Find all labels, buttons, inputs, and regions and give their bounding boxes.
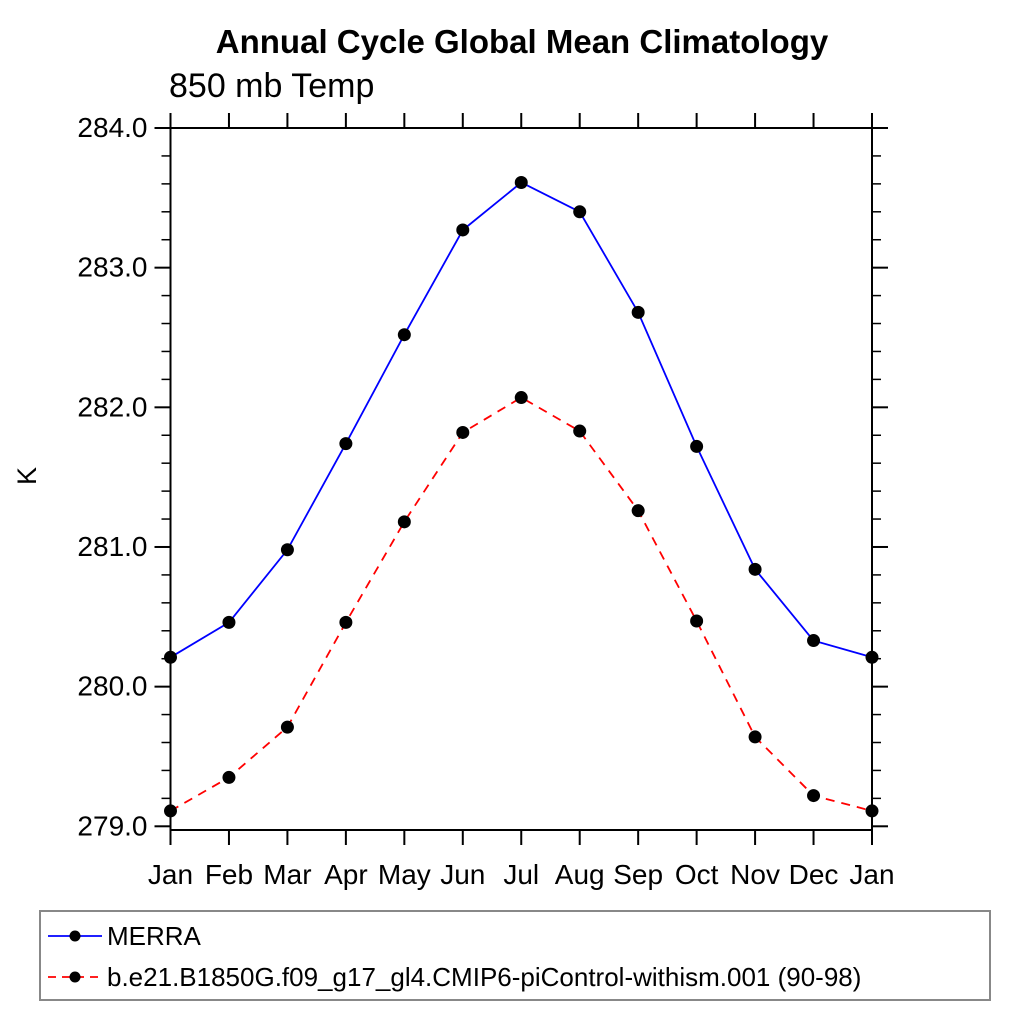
series-markers-0 bbox=[164, 175, 879, 664]
x-tick-label: Dec bbox=[789, 859, 839, 890]
chart-subtitle: 850 mb Temp bbox=[169, 67, 375, 105]
legend-entry-merra: MERRA bbox=[47, 921, 201, 951]
y-tick-label: 279.0 bbox=[77, 810, 147, 841]
data-point-marker bbox=[222, 615, 236, 629]
x-tick-label: Oct bbox=[675, 859, 719, 890]
data-point-marker bbox=[339, 615, 353, 629]
legend-label-model: b.e21.B1850G.f09_g17_gl4.CMIP6-piControl… bbox=[107, 961, 862, 992]
y-tick-label: 280.0 bbox=[77, 671, 147, 702]
data-point-marker bbox=[748, 562, 762, 576]
x-tick-label: Jan bbox=[148, 859, 193, 890]
legend-entry-model: b.e21.B1850G.f09_g17_gl4.CMIP6-piControl… bbox=[47, 962, 861, 992]
legend-line-sample-solid bbox=[48, 930, 102, 942]
data-point-marker bbox=[690, 614, 704, 628]
x-tick-label: Mar bbox=[263, 859, 311, 890]
data-point-marker bbox=[514, 391, 528, 405]
legend-label-merra: MERRA bbox=[107, 920, 201, 951]
plot-border bbox=[169, 127, 873, 831]
data-point-marker bbox=[690, 439, 704, 453]
data-point-marker bbox=[280, 720, 294, 734]
x-tick-label: Jun bbox=[440, 859, 485, 890]
data-point-marker bbox=[456, 223, 470, 237]
x-tick-label: Jan bbox=[849, 859, 894, 890]
data-point-marker bbox=[339, 437, 353, 451]
y-tick-label: 282.0 bbox=[77, 391, 147, 422]
legend-marker-icon bbox=[69, 971, 81, 983]
series-line-0 bbox=[170, 181, 873, 659]
x-tick-label: May bbox=[378, 859, 431, 890]
x-tick-label: Nov bbox=[730, 859, 780, 890]
data-point-marker bbox=[865, 650, 879, 664]
x-tick-label: Feb bbox=[205, 859, 253, 890]
legend-marker-icon bbox=[69, 930, 81, 942]
data-point-marker bbox=[573, 424, 587, 438]
x-tick-label: Apr bbox=[324, 859, 368, 890]
data-point-marker bbox=[397, 328, 411, 342]
data-point-marker bbox=[631, 305, 645, 319]
data-point-marker bbox=[280, 543, 294, 557]
data-point-marker bbox=[164, 650, 177, 664]
data-point-marker bbox=[456, 425, 470, 439]
y-axis: 279.0 280.0 281.0 282.0 283.0 284.0 bbox=[77, 112, 888, 841]
data-point-marker bbox=[807, 634, 821, 648]
data-point-marker bbox=[397, 515, 411, 529]
data-point-marker bbox=[807, 789, 821, 803]
data-point-marker bbox=[222, 770, 236, 784]
x-tick-label: Jul bbox=[503, 859, 539, 890]
series-line-1 bbox=[170, 396, 873, 812]
series-markers-1 bbox=[164, 391, 879, 818]
y-axis-title: K bbox=[12, 467, 42, 485]
y-tick-label: 281.0 bbox=[77, 531, 147, 562]
data-point-marker bbox=[573, 205, 587, 219]
y-tick-label: 284.0 bbox=[77, 112, 147, 143]
chart-title: Annual Cycle Global Mean Climatology bbox=[215, 23, 829, 60]
data-point-marker bbox=[631, 504, 645, 518]
data-point-marker bbox=[865, 804, 879, 818]
data-point-marker bbox=[748, 730, 762, 744]
y-tick-label: 283.0 bbox=[77, 252, 147, 283]
x-tick-label: Sep bbox=[613, 859, 663, 890]
data-point-marker bbox=[164, 804, 177, 818]
legend-line-sample-dashed bbox=[48, 971, 102, 983]
data-point-marker bbox=[514, 175, 528, 189]
x-tick-label: Aug bbox=[555, 859, 605, 890]
x-axis: Jan Feb Mar Apr May Jun Jul Aug Sep Oct Nov Dec Jan bbox=[148, 113, 895, 890]
legend: MERRA b.e21.B1850G.f09_g17_gl4.CMIP6-piC… bbox=[39, 910, 991, 1001]
